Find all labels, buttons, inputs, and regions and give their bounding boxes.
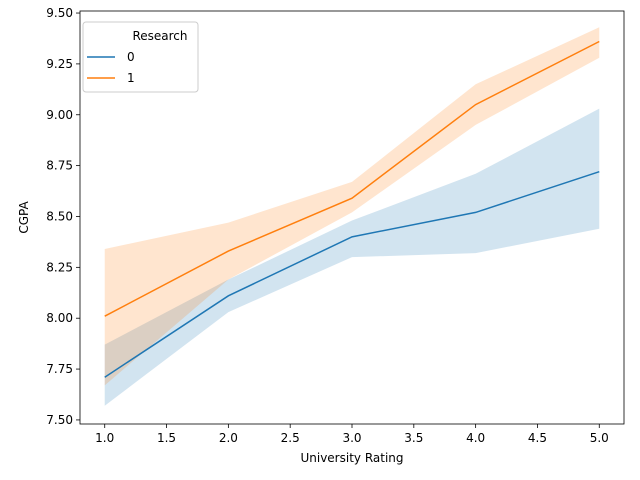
legend-entries: 01 — [87, 50, 135, 85]
confidence-bands — [104, 27, 600, 406]
y-tick-label: 8.50 — [46, 209, 73, 223]
legend-label-1: 1 — [127, 71, 135, 85]
y-tick-label: 8.00 — [46, 311, 73, 325]
x-tick-label: 3.5 — [404, 431, 423, 445]
legend-title: Research — [132, 29, 187, 43]
y-tick-label: 9.50 — [46, 6, 73, 20]
y-tick-label: 7.75 — [46, 362, 73, 376]
x-axis-label: University Rating — [300, 451, 403, 465]
x-tick-label: 4.0 — [466, 431, 485, 445]
y-tick-label: 9.25 — [46, 57, 73, 71]
y-tick-label: 8.75 — [46, 159, 73, 173]
x-tick-label: 4.5 — [528, 431, 547, 445]
confidence-band-0 — [104, 108, 600, 406]
series-lines — [104, 40, 600, 378]
y-tick-label: 9.00 — [46, 108, 73, 122]
x-tick-label: 3.0 — [342, 431, 361, 445]
confidence-band-1 — [104, 27, 600, 386]
series-line-1 — [104, 40, 600, 317]
series-line-0 — [104, 171, 600, 378]
legend: Research 01 — [82, 21, 199, 93]
x-tick-label: 5.0 — [590, 431, 609, 445]
x-tick-label: 2.0 — [219, 431, 238, 445]
x-tick-label: 1.5 — [157, 431, 176, 445]
legend-label-0: 0 — [127, 50, 135, 64]
legend-box — [82, 21, 199, 93]
x-tick-label: 1.0 — [95, 431, 114, 445]
y-axis-label: CGPA — [17, 201, 31, 234]
y-tick-label: 7.50 — [46, 413, 73, 427]
y-tick-label: 8.25 — [46, 260, 73, 274]
x-tick-label: 2.5 — [281, 431, 300, 445]
y-axis: 7.50 7.75 8.00 8.25 8.50 8.75 9.00 9.25 9.50 — [46, 6, 80, 427]
x-axis: 1.0 1.5 2.0 2.5 3.0 3.5 4.0 4.5 5.0 — [95, 424, 609, 445]
